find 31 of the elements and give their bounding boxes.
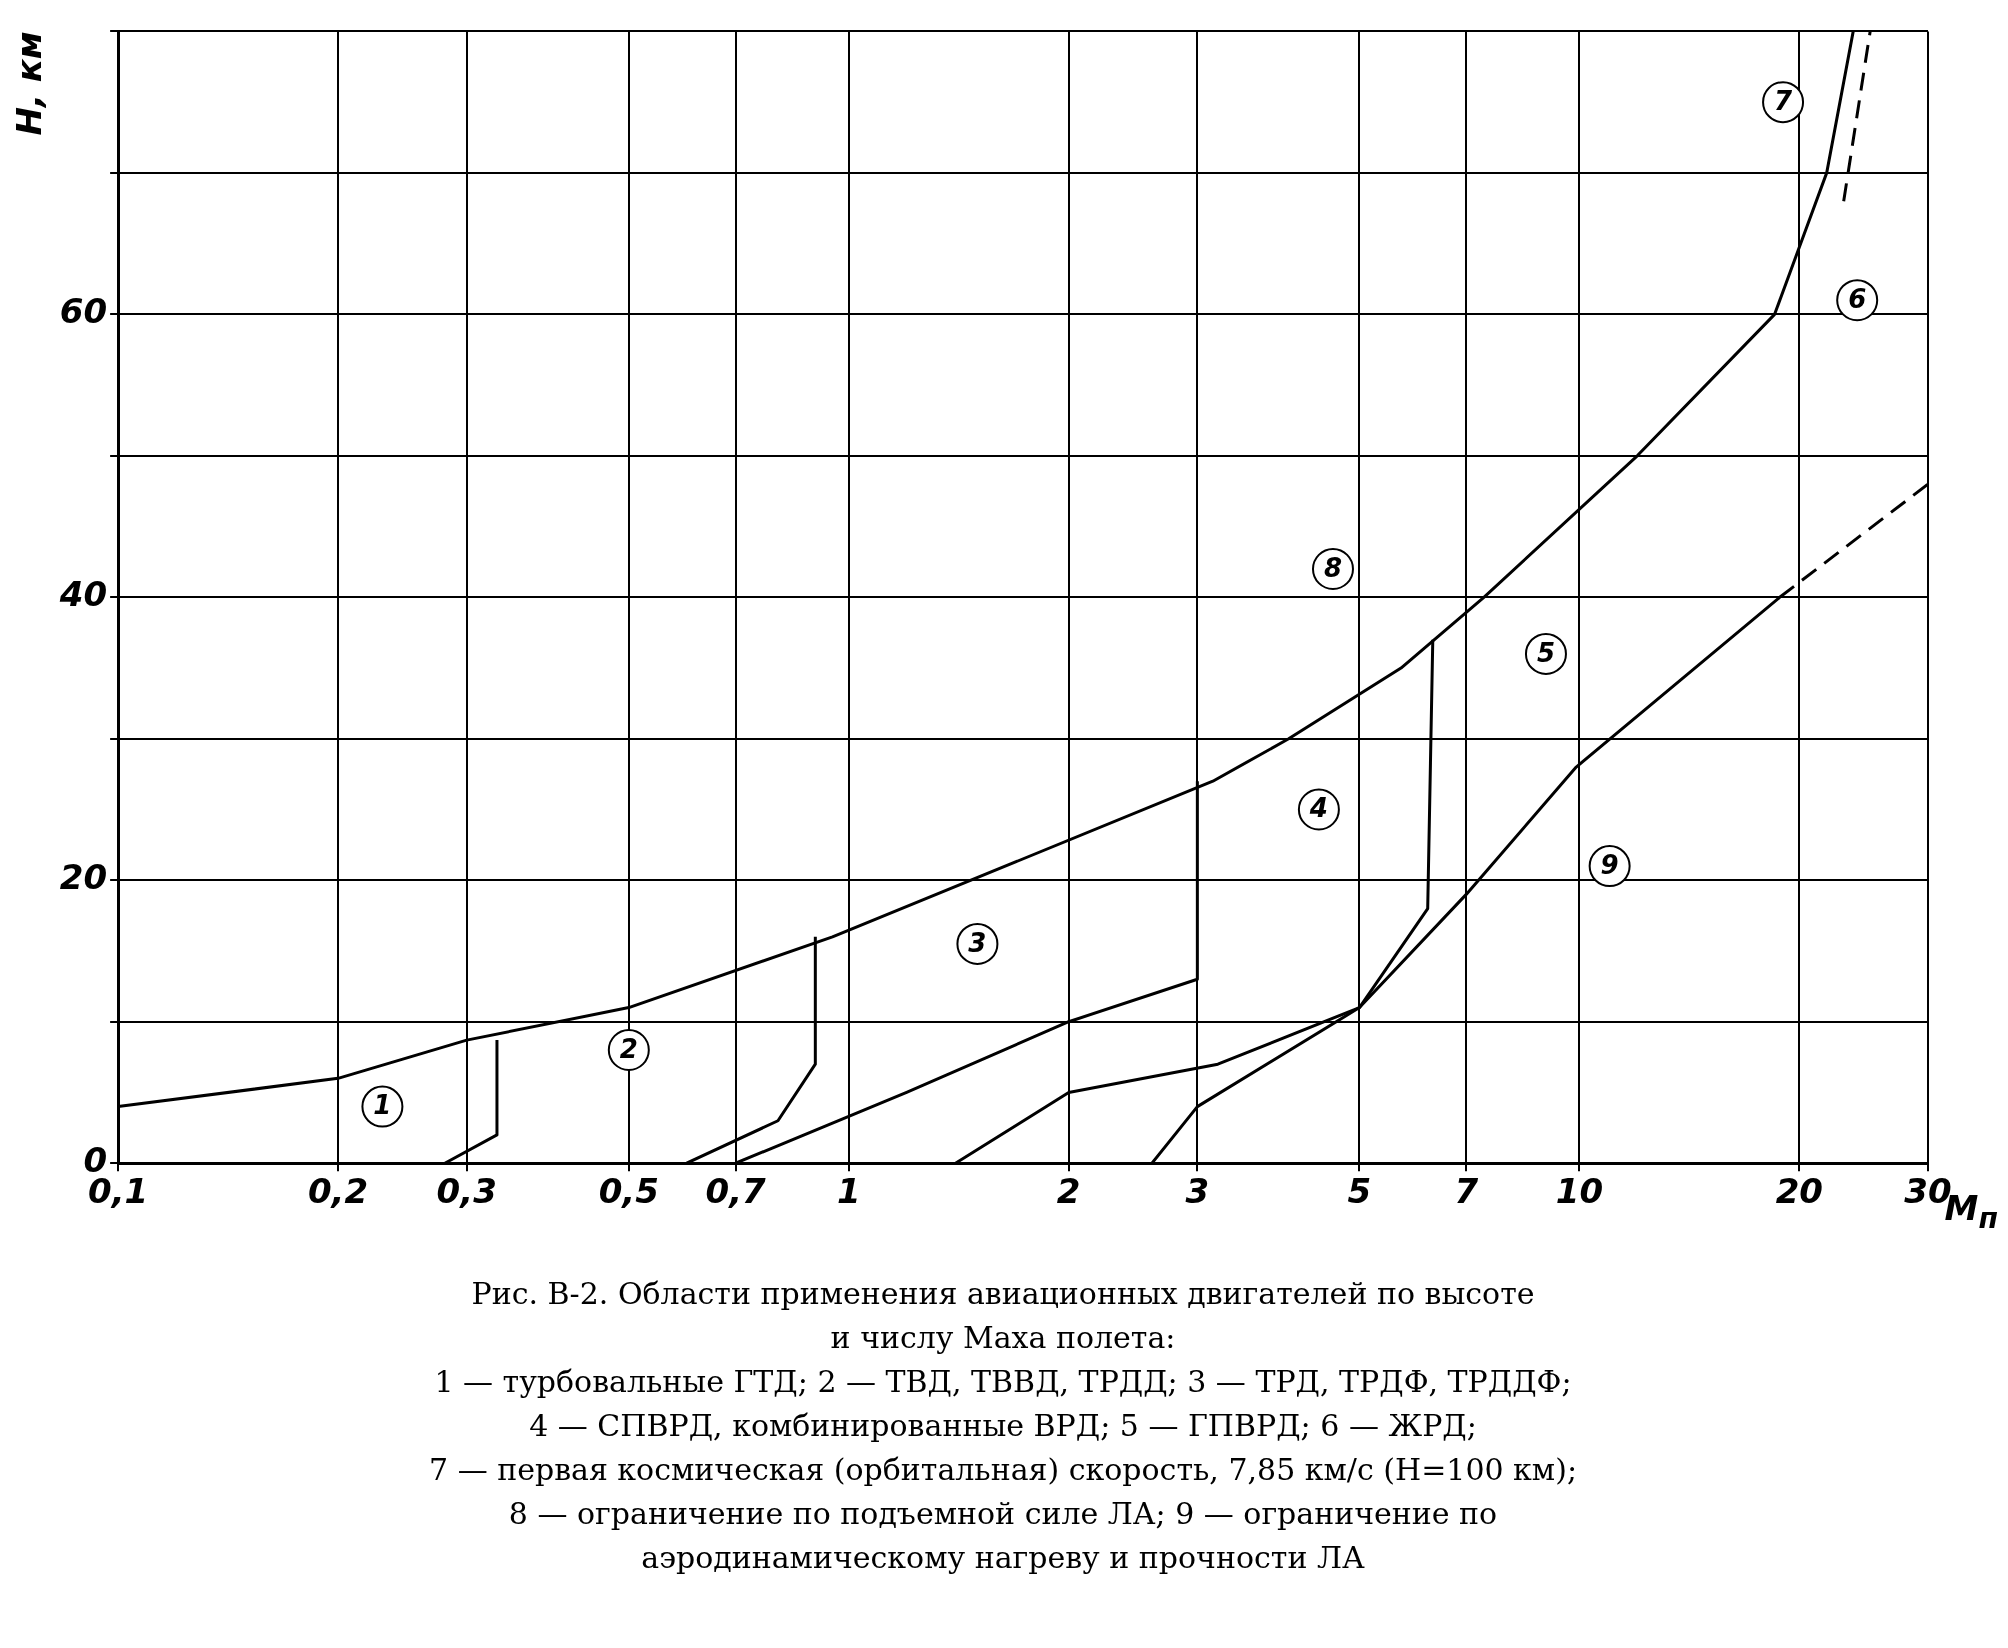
text: 1 — турбовальные ГТД; 2 — ТВД, ТВВД, ТРДД; 3 — ТРД, ТРДФ, ТРДДФ; [433, 1363, 1573, 1401]
y-tick-label: 20 [59, 857, 108, 898]
x-tick-label: 2 [1056, 1171, 1081, 1212]
y-tick-label: 60 [59, 291, 108, 332]
text: 4 — СПВРД, комбинированные ВРД; 5 — ГПВРД; 6 — ЖРД; [528, 1407, 1478, 1445]
annotation: 7 [1774, 85, 1794, 116]
y-tick-label: 40 [58, 574, 108, 615]
annotation: 1 [373, 1090, 392, 1121]
annotation: 6 [1848, 283, 1867, 314]
x-tick-label: 10 [1555, 1171, 1604, 1212]
x-tick-label: 0,3 [436, 1171, 497, 1212]
x-tick-label: 0,2 [307, 1171, 369, 1212]
annotation: 2 [619, 1033, 638, 1064]
annotation: 9 [1600, 849, 1619, 880]
x-tick-label: 0,7 [705, 1171, 767, 1212]
x-tick-label: 0,5 [598, 1171, 659, 1212]
annotation: 5 [1536, 637, 1556, 668]
x-tick-label: 20 [1775, 1171, 1823, 1212]
x-tick-label: 3 [1185, 1171, 1210, 1212]
text: аэродинамическому нагреву и прочности ЛА [640, 1539, 1366, 1577]
annotation: 4 [1308, 793, 1328, 824]
text: 7 — первая космическая (орбитальная) скорость, 7,85 км/с (H=100 км); [428, 1451, 1578, 1489]
text: и числу Маха полета: [829, 1319, 1177, 1357]
y-axis-title: H, км [9, 31, 50, 136]
annotation: 8 [1323, 552, 1343, 583]
text: 8 — ограничение по подъемной силе ЛА; 9 — ограничение по [507, 1495, 1499, 1533]
annotation: 3 [968, 927, 987, 958]
x-tick-label: 5 [1347, 1171, 1372, 1212]
text: Рис. В-2. Области применения авиационных двигателей по высоте [470, 1275, 1536, 1313]
x-tick-label: 1 [836, 1171, 861, 1212]
x-tick-label: 7 [1454, 1171, 1479, 1212]
